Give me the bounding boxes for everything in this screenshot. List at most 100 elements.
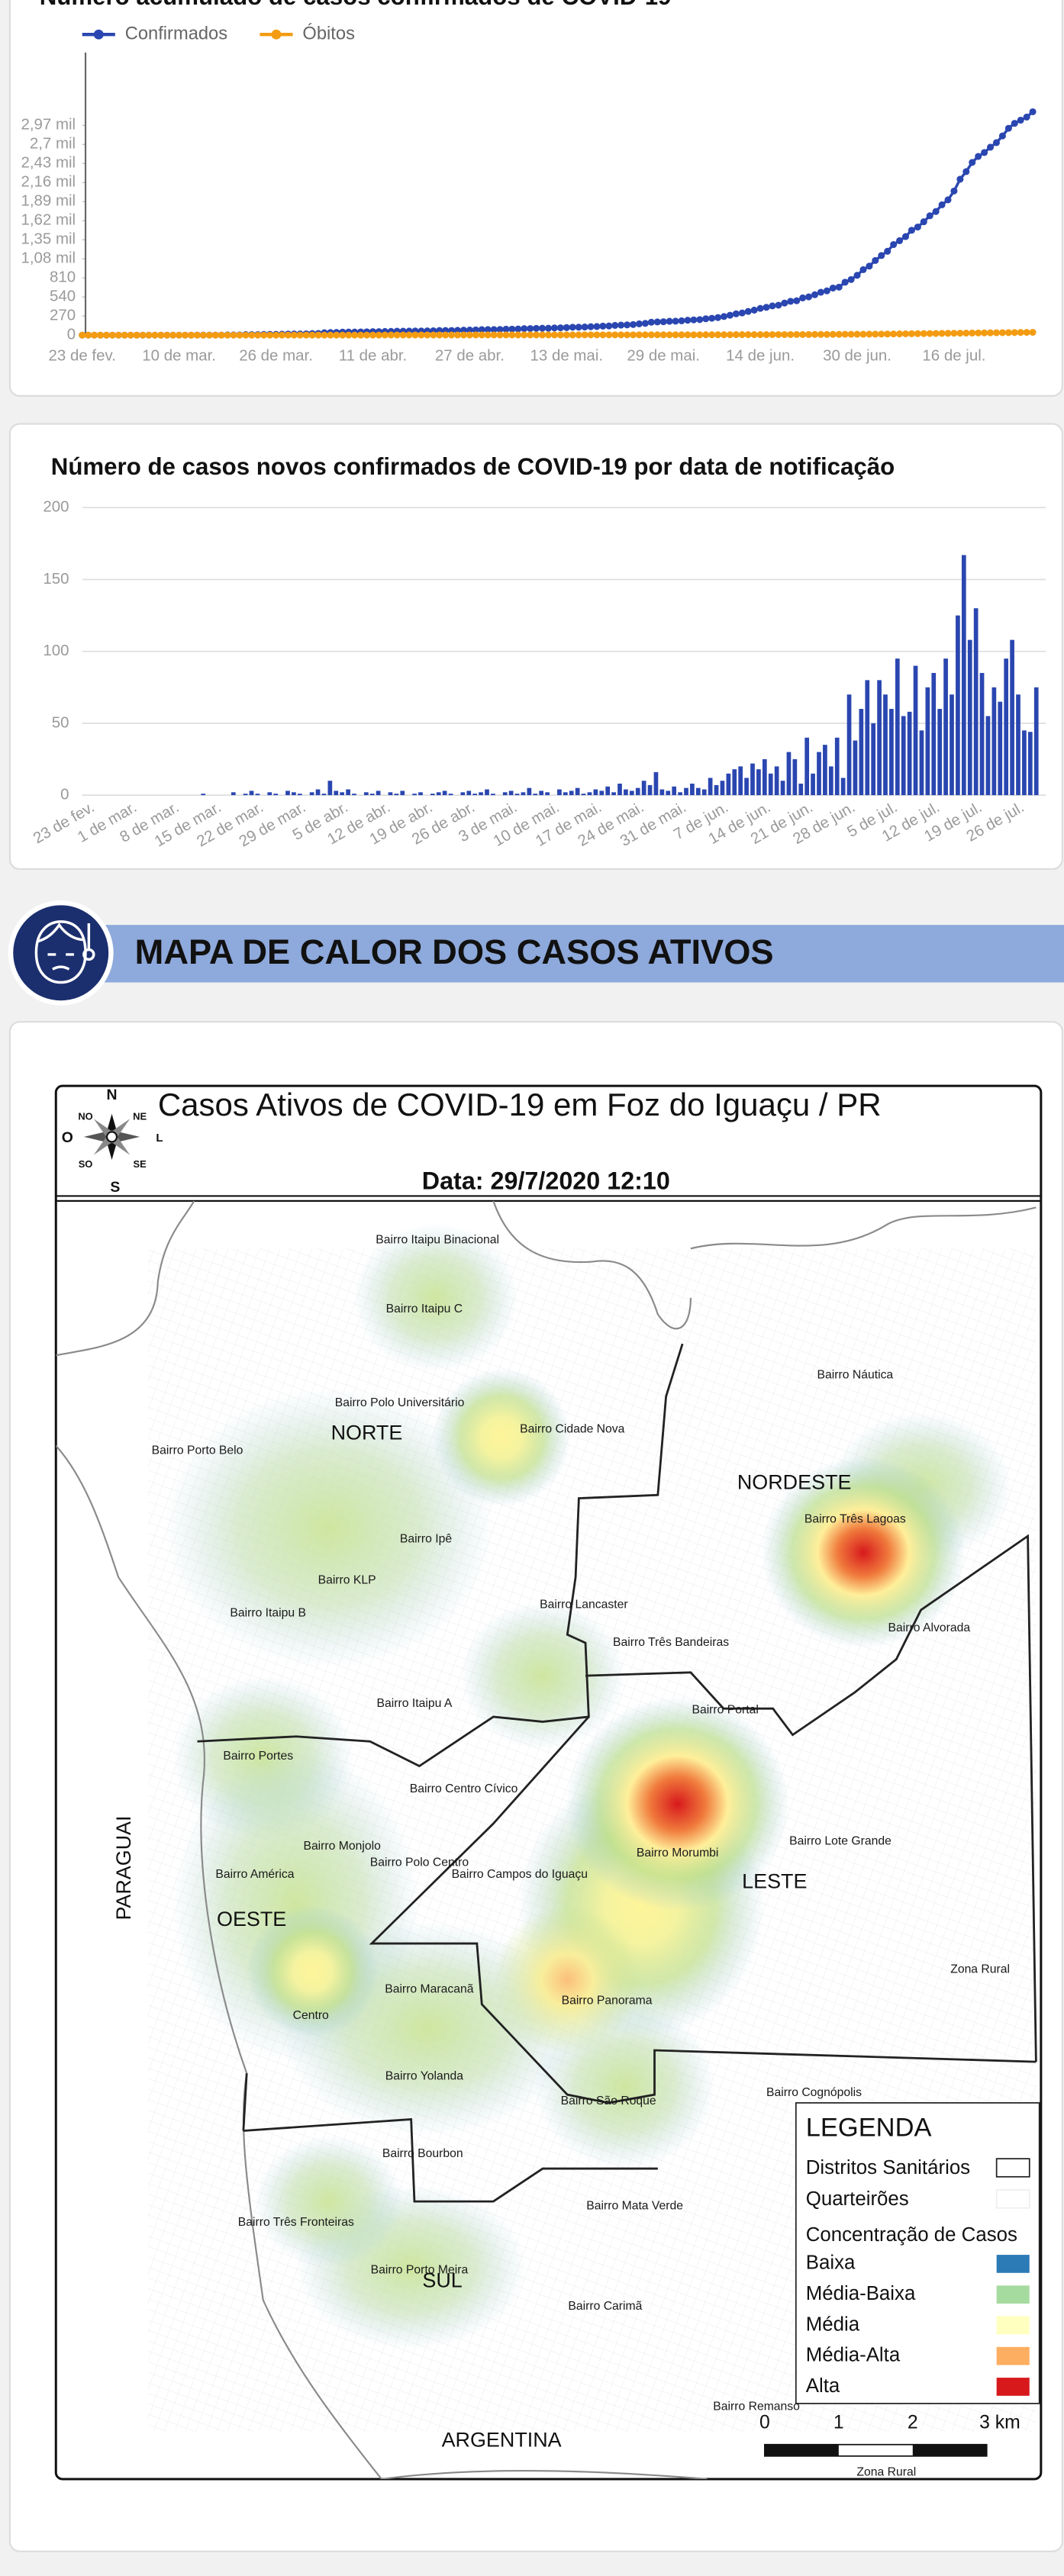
point [569, 331, 576, 338]
bar [660, 790, 665, 796]
bar [926, 687, 930, 795]
bar [756, 769, 761, 795]
x-tick-label: 13 de mai. [530, 347, 604, 365]
point [975, 330, 982, 336]
point [975, 153, 982, 159]
point [993, 330, 1000, 336]
point [890, 241, 897, 248]
point [1017, 117, 1024, 124]
point [169, 332, 176, 339]
point [514, 331, 521, 338]
bar [1004, 658, 1008, 795]
bar [624, 790, 628, 796]
y-tick-label: 50 [52, 713, 69, 731]
point [793, 331, 800, 338]
point [672, 331, 679, 338]
point [739, 331, 746, 338]
legend-label: Média [806, 2314, 860, 2335]
bar [769, 774, 773, 795]
bar [461, 792, 466, 795]
y-tick-label: 1,08 mil [21, 250, 76, 267]
bar [539, 791, 543, 795]
point [369, 332, 376, 339]
point [939, 330, 946, 336]
legend-label: Baixa [806, 2252, 856, 2274]
point [854, 272, 861, 279]
point [866, 330, 872, 337]
point [727, 331, 734, 338]
neighborhood-label: Bairro Morumbi [637, 1847, 718, 1860]
bar [479, 792, 483, 795]
bar [273, 794, 278, 795]
compass-label: NE [133, 1110, 147, 1122]
bar [847, 694, 852, 795]
bar [1022, 730, 1027, 795]
y-tick-label: 2,16 mil [21, 173, 76, 191]
point [521, 331, 527, 338]
bar [250, 791, 254, 795]
point [121, 332, 128, 339]
point [781, 331, 788, 338]
point [727, 312, 734, 319]
neighborhood-label: Bairro Itaipu C [386, 1302, 463, 1315]
point [145, 332, 152, 339]
scale-label: 3 km [979, 2412, 1020, 2433]
point [514, 326, 521, 333]
bar [376, 791, 381, 795]
point [969, 159, 975, 166]
point [424, 332, 430, 339]
point [115, 332, 122, 339]
point [254, 332, 261, 339]
point [751, 307, 758, 314]
bar [334, 791, 338, 795]
point [624, 331, 630, 338]
legend-swatch [997, 2255, 1030, 2273]
x-tick-label: 16 de jul. [922, 347, 985, 365]
section-title: MAPA DE CALOR DOS CASOS ATIVOS [135, 932, 774, 971]
bar [605, 787, 610, 795]
bar [727, 774, 731, 795]
x-tick-label: 11 de abr. [339, 347, 407, 365]
bar [672, 787, 676, 795]
y-tick-label: 2,7 mil [30, 135, 76, 153]
point [388, 332, 395, 339]
point [236, 332, 243, 339]
bar [449, 794, 453, 795]
legend-dot [94, 30, 104, 40]
bar [472, 794, 477, 795]
point [636, 331, 643, 338]
point [981, 330, 988, 336]
point [376, 332, 382, 339]
legend-dot [272, 30, 282, 40]
legend-swatch [997, 2159, 1030, 2177]
point [563, 331, 570, 338]
point [587, 324, 594, 330]
point [242, 332, 249, 339]
bar [950, 694, 954, 795]
point [533, 325, 540, 332]
point [351, 332, 358, 339]
point [927, 330, 933, 337]
bar [666, 791, 670, 795]
point [599, 323, 606, 330]
point [508, 331, 515, 338]
point [551, 331, 558, 338]
y-tick-label: 0 [67, 326, 76, 343]
neighborhood-label: Zona Rural [950, 1963, 1010, 1976]
bar [937, 709, 942, 795]
point [605, 331, 612, 338]
point [859, 330, 866, 337]
bar [611, 792, 616, 795]
point [721, 313, 727, 320]
point [327, 332, 334, 339]
point [956, 330, 963, 336]
neighborhood-label: Bairro Mata Verde [586, 2200, 683, 2213]
district-label: NORDESTE [737, 1470, 852, 1493]
point [406, 332, 413, 339]
bar [992, 687, 997, 795]
neighborhood-label: Bairro Lancaster [540, 1599, 627, 1612]
point [793, 298, 800, 304]
bar [696, 788, 701, 795]
y-tick-label: 1,89 mil [21, 192, 76, 210]
page: MAPA DE CALOR DOS CASOS ATIVOS [0, 0, 1064, 2576]
